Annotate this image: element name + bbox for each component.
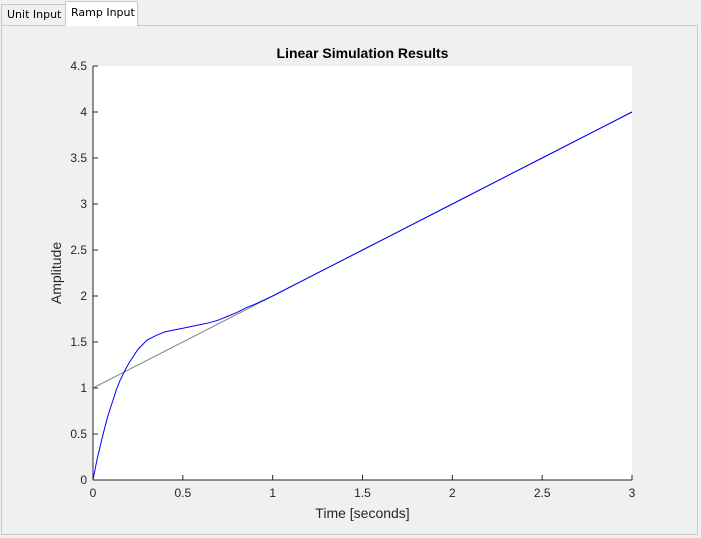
x-ticks: 0 0.5 1 1.5 2 2.5 3 <box>90 475 636 500</box>
x-tick-label: 1.5 <box>354 486 371 500</box>
y-tick-label: 0 <box>80 473 87 487</box>
axes-lines <box>92 66 632 481</box>
y-tick-label: 2.5 <box>70 243 87 257</box>
y-tick-label: 3 <box>80 197 87 211</box>
y-tick-label: 1.5 <box>70 335 87 349</box>
x-tick-label: 3 <box>629 486 636 500</box>
x-tick-label: 1 <box>269 486 276 500</box>
tab-bar: Unit Input Ramp Input <box>0 0 701 26</box>
response-line <box>92 111 633 481</box>
tab-unit-input[interactable]: Unit Input <box>1 4 66 25</box>
y-tick-label: 1 <box>80 381 87 395</box>
series-layer <box>92 111 633 481</box>
plot-area <box>93 66 632 480</box>
y-tick-label: 3.5 <box>70 151 87 165</box>
x-tick-label: 0.5 <box>174 486 191 500</box>
x-tick-label: 2 <box>449 486 456 500</box>
y-axis-label: Amplitude <box>48 242 64 304</box>
chart-title: Linear Simulation Results <box>277 45 449 61</box>
x-tick-label: 2.5 <box>534 486 551 500</box>
y-tick-label: 4 <box>80 105 87 119</box>
x-axis-label: Time [seconds] <box>315 505 409 521</box>
y-tick-label: 2 <box>80 289 87 303</box>
y-tick-label: 4.5 <box>70 59 87 73</box>
tab-panel: Linear Simulation Results Time [seconds]… <box>1 25 698 535</box>
y-ticks: 0 0.5 1 1.5 2 2.5 3 3.5 4 4.5 <box>70 59 98 487</box>
tab-ramp-input[interactable]: Ramp Input <box>65 1 138 26</box>
chart: Linear Simulation Results Time [seconds]… <box>48 45 636 521</box>
x-tick-label: 0 <box>90 486 97 500</box>
y-tick-label: 0.5 <box>70 427 87 441</box>
